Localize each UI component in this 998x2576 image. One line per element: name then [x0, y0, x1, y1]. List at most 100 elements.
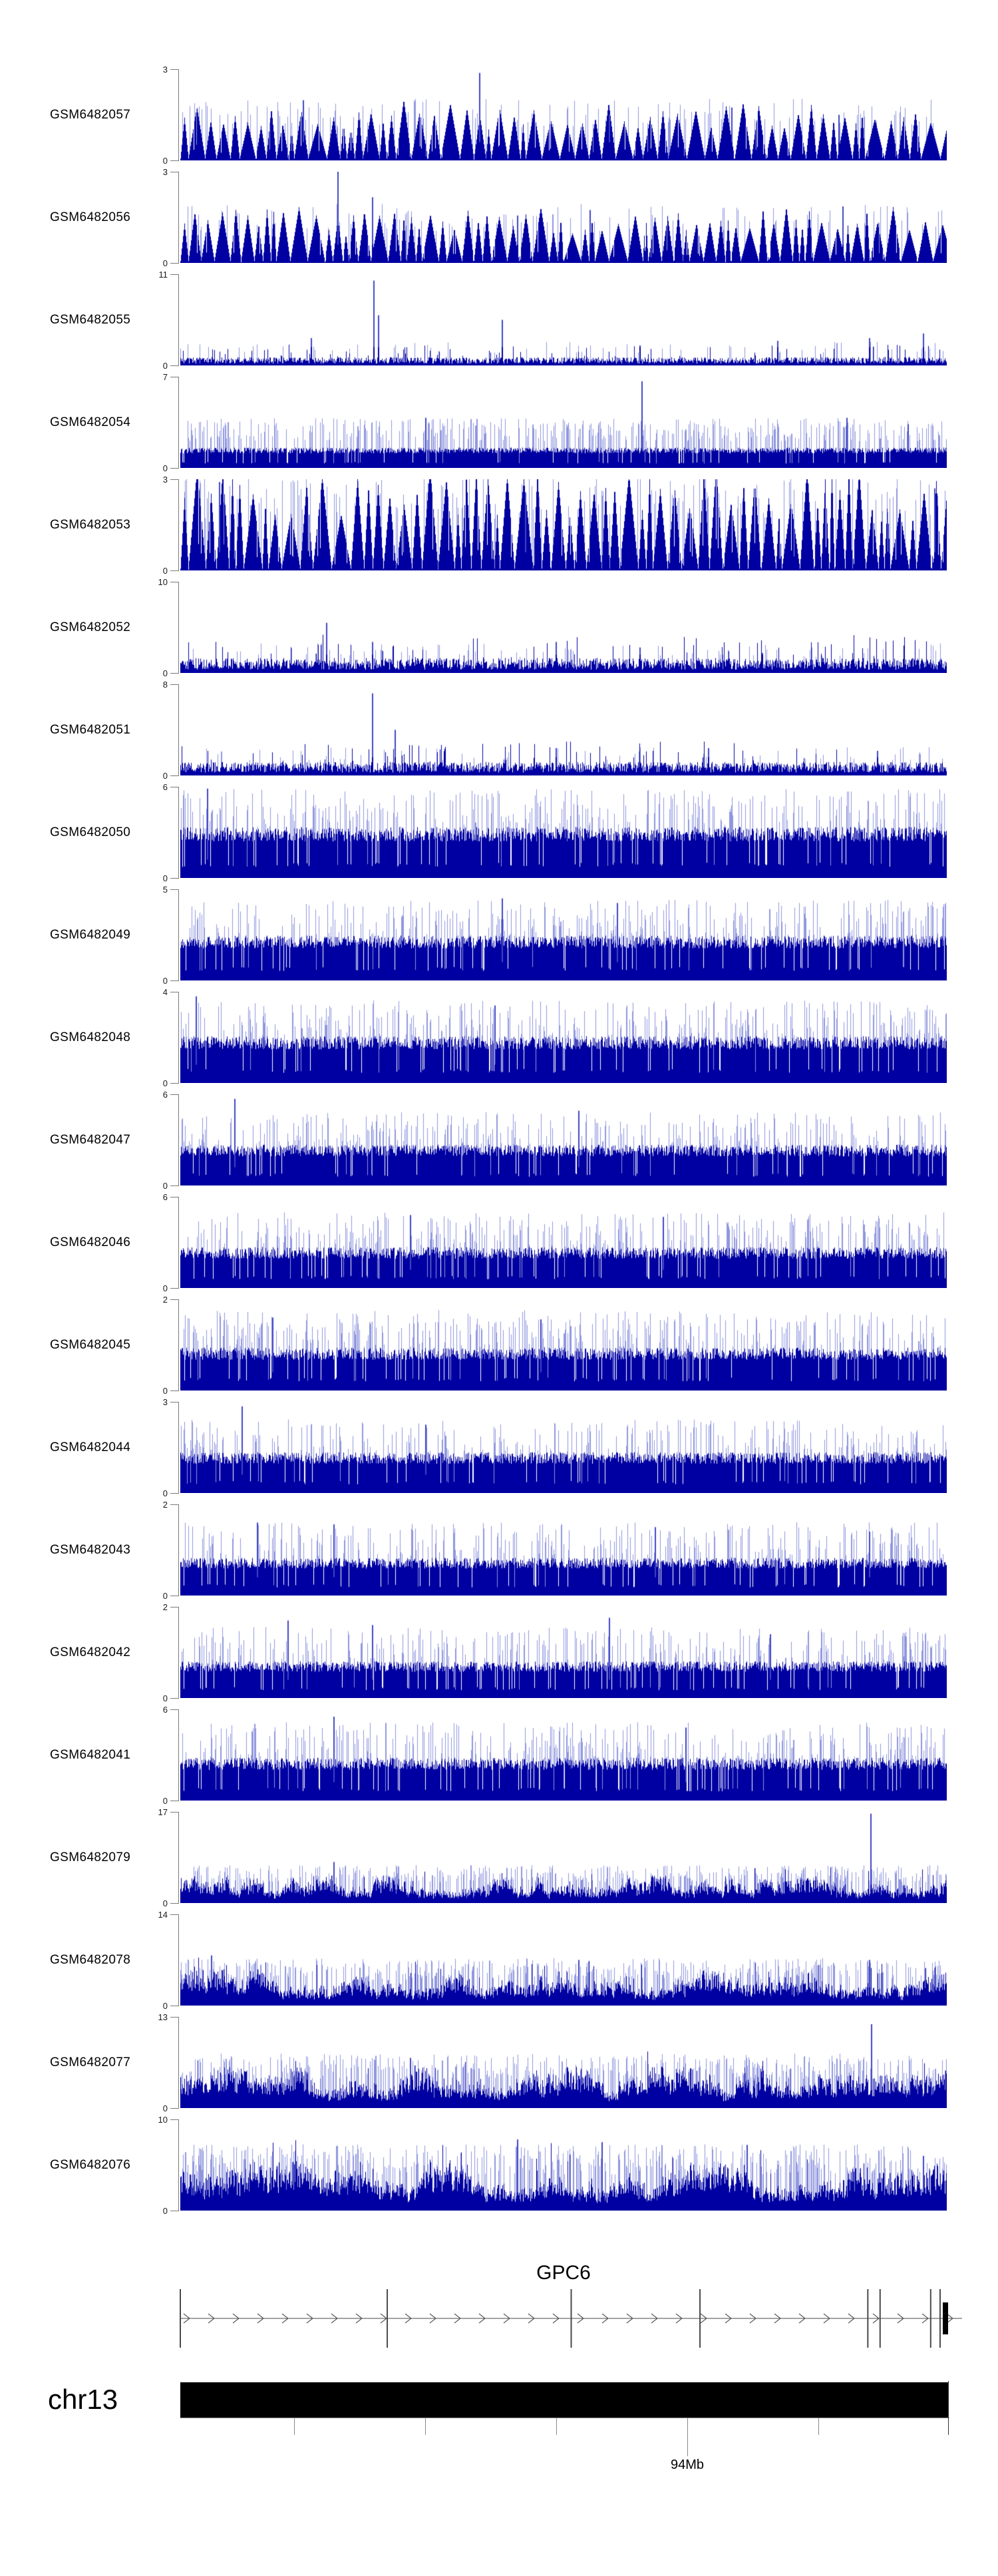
y-axis-max-label: 6 — [162, 1192, 168, 1202]
y-axis-bottom-tick — [170, 160, 179, 161]
track-label: GSM6482077 — [50, 2055, 131, 2069]
y-axis-max-label: 3 — [162, 475, 168, 485]
y-axis-bottom-tick — [170, 878, 179, 879]
y-axis-top-tick — [170, 1094, 179, 1095]
track-row: GSM6482078 14 0 — [0, 1910, 998, 2011]
coverage-signal-plot — [180, 172, 947, 263]
coverage-signal-plot — [180, 1607, 947, 1698]
track-label: GSM6482051 — [50, 723, 131, 737]
y-axis-bottom-tick — [170, 263, 179, 264]
track-label: GSM6482049 — [50, 928, 131, 942]
y-axis-zero-label: 0 — [162, 258, 168, 268]
coverage-signal-plot — [180, 2119, 947, 2211]
coverage-signal-plot — [180, 377, 947, 468]
chromosome-tick — [818, 2418, 819, 2435]
y-axis-line — [178, 684, 179, 775]
track-row: GSM6482044 3 0 — [0, 1397, 998, 1498]
track-row: GSM6482045 2 0 — [0, 1295, 998, 1396]
track-row: GSM6482047 6 0 — [0, 1090, 998, 1191]
y-axis-top-tick — [170, 2017, 179, 2018]
chromosome-tick-labeled — [687, 2418, 688, 2456]
chromosome-tick — [556, 2418, 558, 2435]
y-axis-line — [178, 1299, 179, 1391]
track-row: GSM6482053 3 0 — [0, 475, 998, 576]
y-axis-top-tick — [170, 274, 179, 275]
y-axis-bottom-tick — [170, 365, 179, 366]
coverage-signal-plot — [180, 69, 947, 160]
track-row: GSM6482056 3 0 — [0, 167, 998, 268]
y-axis-zero-label: 0 — [162, 1078, 168, 1088]
y-axis-max-label: 4 — [162, 987, 168, 997]
y-axis-top-tick — [170, 1607, 179, 1608]
y-axis-bottom-tick — [170, 1083, 179, 1084]
track-label: GSM6482079 — [50, 1850, 131, 1864]
y-axis-bottom-tick — [170, 980, 179, 981]
track-row: GSM6482049 5 0 — [0, 885, 998, 986]
coverage-signal-plot — [180, 582, 947, 673]
coverage-signal-plot — [180, 1094, 947, 1185]
y-axis-line — [178, 479, 179, 570]
track-label: GSM6482057 — [50, 108, 131, 122]
y-axis-max-label: 3 — [162, 65, 168, 75]
y-axis-zero-label: 0 — [162, 1488, 168, 1498]
track-label: GSM6482055 — [50, 313, 131, 327]
coverage-signal-plot — [180, 992, 947, 1083]
y-axis-line — [178, 1914, 179, 2006]
y-axis-line — [178, 1094, 179, 1185]
coverage-signal-plot — [180, 1709, 947, 1801]
y-axis-max-label: 10 — [158, 2115, 168, 2125]
y-axis-line — [178, 1197, 179, 1288]
coverage-signal-plot — [180, 1197, 947, 1288]
track-row: GSM6482057 3 0 — [0, 65, 998, 166]
y-axis-bottom-tick — [170, 2108, 179, 2109]
y-axis-bottom-tick — [170, 1185, 179, 1186]
y-axis-max-label: 5 — [162, 885, 168, 895]
track-label: GSM6482053 — [50, 518, 131, 532]
track-label: GSM6482050 — [50, 825, 131, 839]
y-axis-line — [178, 1402, 179, 1493]
y-axis-zero-label: 0 — [162, 1693, 168, 1703]
track-row: GSM6482050 6 0 — [0, 782, 998, 883]
track-row: GSM6482076 10 0 — [0, 2115, 998, 2216]
track-label: GSM6482041 — [50, 1748, 131, 1762]
coverage-signal-plot — [180, 1299, 947, 1391]
y-axis-line — [178, 377, 179, 468]
track-label: GSM6482056 — [50, 210, 131, 224]
y-axis-bottom-tick — [170, 775, 179, 776]
track-row: GSM6482048 4 0 — [0, 987, 998, 1088]
y-axis-max-label: 17 — [158, 1807, 168, 1817]
y-axis-line — [178, 1812, 179, 1903]
y-axis-max-label: 2 — [162, 1602, 168, 1612]
y-axis-line — [178, 1709, 179, 1801]
y-axis-zero-label: 0 — [162, 1898, 168, 1908]
y-axis-max-label: 13 — [158, 2012, 168, 2022]
y-axis-top-tick — [170, 1812, 179, 1813]
track-row: GSM6482054 7 0 — [0, 372, 998, 473]
track-row: GSM6482079 17 0 — [0, 1807, 998, 1908]
y-axis-max-label: 3 — [162, 167, 168, 177]
track-row: GSM6482051 8 0 — [0, 680, 998, 781]
y-axis-line — [178, 992, 179, 1083]
y-axis-zero-label: 0 — [162, 566, 168, 576]
y-axis-top-tick — [170, 2119, 179, 2120]
y-axis-zero-label: 0 — [162, 771, 168, 781]
coverage-signal-plot — [180, 889, 947, 980]
y-axis-top-tick — [170, 684, 179, 685]
y-axis-bottom-tick — [170, 1903, 179, 1904]
y-axis-top-tick — [170, 1709, 179, 1710]
y-axis-top-tick — [170, 69, 179, 70]
y-axis-zero-label: 0 — [162, 1283, 168, 1293]
track-label: GSM6482076 — [50, 2158, 131, 2172]
coverage-signal-plot — [180, 1812, 947, 1903]
y-axis-zero-label: 0 — [162, 1591, 168, 1601]
y-axis-max-label: 3 — [162, 1397, 168, 1407]
track-label: GSM6482042 — [50, 1645, 131, 1659]
y-axis-max-label: 14 — [158, 1910, 168, 1920]
track-label: GSM6482044 — [50, 1440, 131, 1454]
coverage-signal-plot — [180, 684, 947, 775]
coverage-signal-plot — [180, 2017, 947, 2108]
track-row: GSM6482042 2 0 — [0, 1602, 998, 1703]
y-axis-line — [178, 1504, 179, 1596]
coverage-signal-plot — [180, 1914, 947, 2006]
track-row: GSM6482046 6 0 — [0, 1192, 998, 1293]
